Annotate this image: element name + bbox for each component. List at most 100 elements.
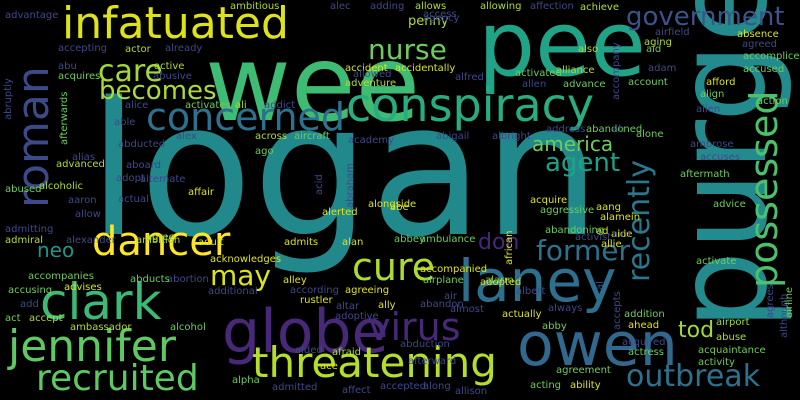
- word-abducted: abducted: [118, 139, 166, 150]
- word-abandoning: abandoning: [545, 225, 605, 236]
- word-afterward: afterward: [408, 356, 457, 367]
- word-additional: additional: [208, 286, 258, 297]
- word-virus: virus: [368, 305, 461, 349]
- word-alcohol: alcohol: [170, 322, 206, 333]
- word-affect: affect: [342, 385, 371, 396]
- word-admiral: admiral: [5, 235, 44, 246]
- word-agreed: agreed: [742, 39, 778, 50]
- word-rustler: rustler: [300, 295, 333, 306]
- word-conspiracy: conspiracy: [346, 78, 595, 132]
- word-active: active: [154, 61, 185, 72]
- word-laney: laney: [458, 247, 617, 315]
- word-al: al: [595, 281, 606, 290]
- word-recruited: recruited: [36, 358, 199, 399]
- word-pee: pee: [478, 0, 646, 97]
- word-advance: advance: [563, 79, 606, 90]
- word-alec: alec: [330, 1, 351, 12]
- word-allen: allen: [522, 79, 547, 90]
- word-abu: abu: [58, 61, 77, 72]
- word-addition: addition: [624, 309, 665, 320]
- word-jennifer: jennifer: [8, 321, 176, 372]
- word-aide: aide: [611, 229, 633, 240]
- word-alfred: alfred: [455, 72, 484, 83]
- word-adding: adding: [370, 1, 405, 12]
- word-ahead: ahead: [628, 320, 660, 331]
- word-may: may: [210, 259, 272, 292]
- word-accomplice: accomplice: [743, 51, 800, 62]
- word-adventure: adventure: [345, 78, 397, 89]
- word-actually: actually: [502, 309, 542, 320]
- word-account: account: [628, 77, 668, 88]
- word-agreeing: agreeing: [345, 285, 390, 296]
- word-acid: acid: [314, 174, 325, 195]
- word-alien: alien: [696, 104, 721, 115]
- word-accusing: accusing: [8, 285, 53, 296]
- word-add: add: [20, 299, 39, 310]
- word-already: already: [165, 43, 203, 54]
- word-actress: actress: [628, 347, 665, 358]
- word-act: act: [5, 313, 21, 324]
- word-accompanied: accompanied: [420, 264, 488, 275]
- word-logan: logan: [88, 62, 601, 278]
- word-afford: afford: [706, 77, 736, 88]
- word-care: care: [98, 54, 164, 89]
- word-advises: advises: [64, 282, 102, 293]
- word-allowed: allowed: [353, 69, 392, 80]
- word-outbreak: outbreak: [626, 359, 761, 394]
- word-addict: addict: [264, 100, 296, 111]
- word-abruptly: abruptly: [3, 78, 14, 120]
- word-accused: accused: [743, 64, 785, 75]
- word-concerned: concerned: [146, 95, 346, 139]
- word-infatuated: infatuated: [62, 0, 289, 49]
- word-government: government: [626, 2, 785, 32]
- word-america: america: [532, 132, 614, 156]
- word-acting: acting: [530, 380, 562, 391]
- word-ali: ali: [235, 100, 247, 111]
- word-albert: albert: [516, 286, 546, 297]
- word-affection: affection: [530, 1, 574, 12]
- word-aid: aid: [646, 44, 662, 55]
- word-agency: agency: [423, 13, 460, 24]
- word-abusive: abusive: [153, 71, 192, 82]
- word-airline: airline: [784, 286, 795, 318]
- word-ally: ally: [378, 300, 396, 311]
- word-align: align: [700, 89, 725, 100]
- word-dancer: dancer: [92, 219, 231, 265]
- word-abuse: abuse: [716, 332, 747, 343]
- word-acquaintance: acquaintance: [698, 345, 766, 356]
- word-accompany: accompany: [611, 42, 622, 100]
- word-alan: alan: [342, 237, 364, 248]
- word-accepting: accepting: [58, 43, 108, 54]
- word-ambition: ambition: [136, 235, 181, 246]
- word-activist: activist: [575, 232, 612, 243]
- word-ace: ace: [320, 361, 338, 372]
- word-ambulance: ambulance: [420, 234, 476, 245]
- word-accompanies: accompanies: [28, 271, 94, 282]
- word-alpha: alpha: [232, 375, 260, 386]
- word-abandon: abandon: [420, 299, 464, 310]
- word-also: also: [578, 44, 599, 55]
- word-aaron: aaron: [68, 195, 97, 206]
- word-tod: tod: [678, 318, 715, 343]
- word-possessed: possessed: [742, 90, 786, 288]
- word-acknowledges: acknowledges: [210, 254, 282, 265]
- word-aang: aang: [596, 202, 621, 213]
- word-abe: abe: [390, 202, 409, 213]
- word-admitting: admitting: [5, 224, 54, 235]
- word-activate: activate: [696, 256, 737, 267]
- word-alcoholic: alcoholic: [39, 181, 84, 192]
- word-alex: alex: [176, 131, 197, 142]
- word-advanced: advanced: [56, 159, 105, 170]
- word-abigail: abigail: [436, 131, 470, 142]
- word-globe: globe: [222, 297, 389, 367]
- word-access: access: [423, 9, 457, 20]
- word-acquire: acquire: [530, 195, 568, 206]
- word-albright: albright: [492, 131, 531, 142]
- word-alarm: alarm: [485, 275, 514, 286]
- word-achieve: achieve: [580, 2, 619, 13]
- word-abducts: abducts: [130, 274, 170, 285]
- word-action: action: [757, 96, 788, 107]
- word-allie: allie: [601, 239, 622, 250]
- word-abbey: abbey: [394, 234, 425, 245]
- word-along: along: [423, 381, 451, 392]
